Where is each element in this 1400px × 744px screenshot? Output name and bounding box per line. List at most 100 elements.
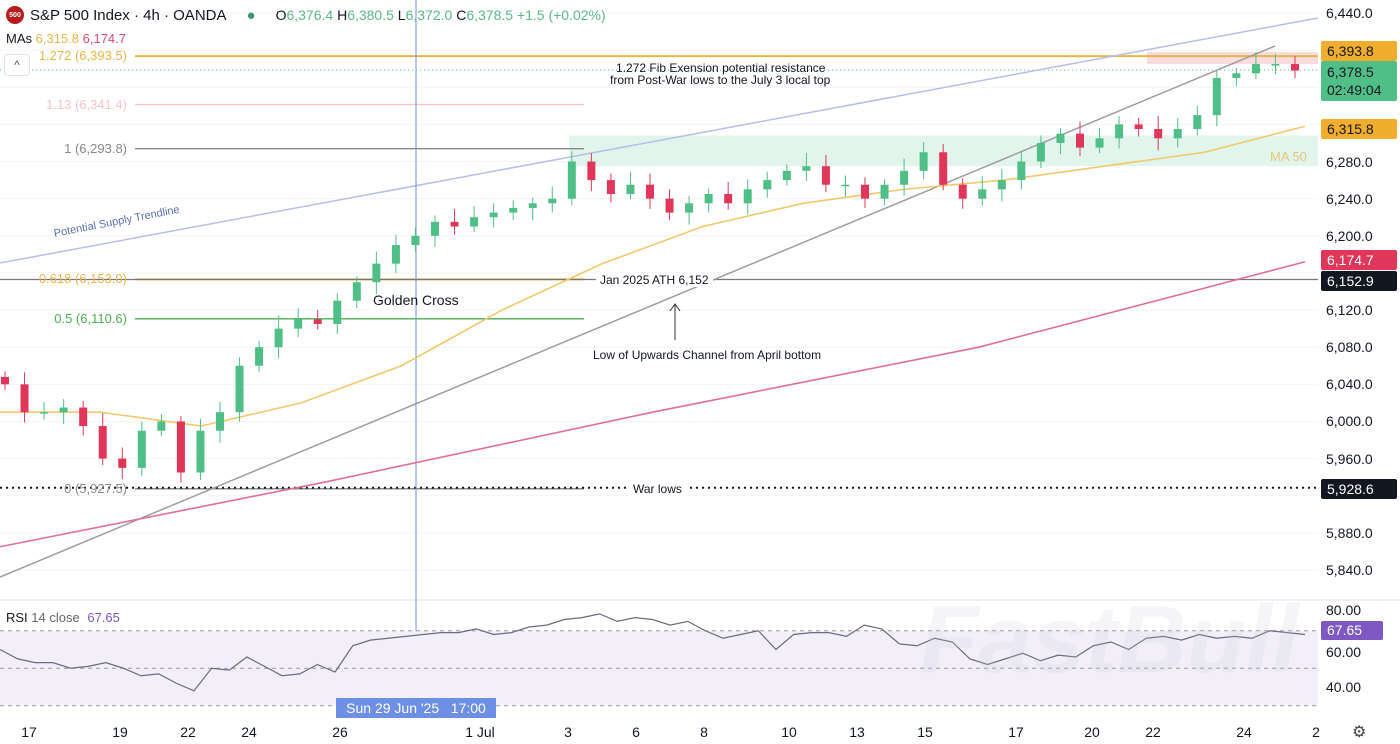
time-axis-tick: 24	[241, 724, 257, 740]
candle	[509, 207, 518, 213]
candle	[919, 152, 928, 171]
candle	[1134, 124, 1143, 130]
candle	[431, 221, 439, 236]
price-axis-tick: 6,200.0	[1326, 227, 1373, 244]
candle	[724, 194, 733, 204]
candle	[20, 384, 29, 413]
time-axis-tick: 10	[781, 724, 797, 740]
candle	[216, 412, 224, 431]
gear-icon[interactable]: ⚙	[1352, 724, 1367, 741]
candle	[255, 347, 264, 366]
candle	[79, 407, 88, 427]
price-axis-tick: 6,440.0	[1326, 5, 1373, 21]
candle	[1115, 124, 1124, 139]
candle	[1017, 161, 1026, 181]
rsi-tick: 60.00	[1326, 644, 1362, 660]
high-label: H	[337, 7, 348, 23]
arrow-head-icon	[669, 303, 681, 312]
candle	[98, 426, 107, 459]
ma50-line-label: MA 50	[1270, 149, 1307, 164]
price-axis-tick: 6,080.0	[1326, 339, 1373, 356]
ma-label: MAs	[6, 31, 32, 46]
rsi-tick: 40.00	[1326, 679, 1362, 695]
candle	[978, 189, 987, 199]
chevron-up-icon[interactable]: ^	[4, 54, 30, 76]
candle	[606, 180, 615, 195]
candle	[470, 217, 479, 227]
symbol-header: 500 S&P 500 Index · 4h · OANDA ● O6,376.…	[6, 6, 606, 24]
price-axis-tick: 6,040.0	[1326, 376, 1373, 393]
low-label: L	[397, 7, 406, 23]
candle	[861, 184, 869, 199]
candle	[880, 184, 889, 199]
last-price: 6,378.5	[1327, 64, 1374, 80]
fib-level-label: 1.13 (6,341.4)	[46, 96, 127, 112]
fib-level-label: 0.618 (6,153.0)	[38, 271, 127, 287]
candle	[489, 212, 498, 218]
time-axis-tick: 26	[332, 724, 348, 740]
rsi-value-tag: 67.65	[1321, 621, 1383, 640]
candle	[1036, 142, 1045, 162]
candle	[157, 421, 166, 431]
ma200-price-tag: 6,174.7	[1321, 250, 1397, 270]
fib-note-2: from Post-War lows to the July 3 local t…	[610, 73, 831, 87]
candle	[333, 300, 342, 324]
candle	[391, 245, 400, 264]
candle	[1095, 138, 1104, 148]
candle	[411, 235, 420, 246]
candle	[782, 170, 791, 181]
time-axis-tick: 24	[1236, 724, 1252, 740]
candle	[176, 421, 185, 473]
time-axis-tick: 1 Jul	[465, 724, 495, 740]
rsi-line	[0, 613, 1306, 692]
candle	[704, 194, 713, 204]
fib-note-1: 1.272 Fib Exension potential resistance	[616, 61, 826, 75]
candle	[841, 184, 850, 187]
ma50-price-tag: 6,315.8	[1321, 119, 1397, 139]
candle	[1173, 129, 1182, 139]
time-axis-tick: 17	[21, 724, 37, 740]
price-axis-tick: 5,960.0	[1326, 450, 1373, 467]
candle	[274, 328, 283, 348]
fib-level-label: 1 (6,293.8)	[64, 140, 127, 156]
time-axis-tick: 8	[700, 724, 708, 740]
close-label: C	[456, 7, 467, 23]
rsi-legend: RSI 14 close 67.65	[6, 610, 120, 625]
candle	[294, 319, 303, 329]
candle	[821, 166, 830, 185]
open-value: 6,376.4	[286, 7, 334, 23]
symbol-logo: 500	[6, 6, 24, 24]
resistance-zone	[1147, 51, 1318, 64]
ath-label: Jan 2025 ATH 6,152	[596, 273, 713, 287]
time-axis-tick: 3	[564, 724, 572, 740]
candle	[1, 376, 9, 385]
candle	[1193, 115, 1202, 130]
fib-level-label: 1.272 (6,393.5)	[38, 48, 127, 64]
candle	[997, 180, 1006, 190]
candle	[196, 430, 205, 473]
war-lows-label: War lows	[628, 482, 687, 496]
symbol-title[interactable]: S&P 500 Index · 4h · OANDA	[30, 6, 227, 24]
candle	[1232, 73, 1241, 78]
price-axis-tick: 5,840.0	[1326, 561, 1373, 578]
time-axis-tick: 15	[917, 724, 933, 740]
crosshair-time-label: Sun 29 Jun '25 17:00	[336, 698, 496, 718]
candle	[528, 203, 537, 208]
rsi-value: 67.65	[87, 610, 120, 625]
candle	[1291, 64, 1299, 71]
supply-trendline	[0, 17, 1319, 264]
price-axis-tick: 6,000.0	[1326, 413, 1373, 430]
low-value: 6,372.0	[405, 7, 453, 23]
ma200-value: 6,174.7	[82, 31, 126, 46]
time-axis-tick: 22	[1145, 724, 1161, 740]
bar-countdown: 02:49:04	[1327, 82, 1382, 98]
candle	[802, 166, 811, 171]
price-axis-tick: 5,880.0	[1326, 524, 1373, 541]
candle	[646, 184, 654, 199]
candle	[548, 198, 557, 204]
fib-price-tag: 6,393.8	[1321, 41, 1397, 61]
time-axis-tick: 13	[849, 724, 865, 740]
high-value: 6,380.5	[347, 7, 394, 23]
ath-price-tag: 6,152.9	[1321, 271, 1397, 291]
